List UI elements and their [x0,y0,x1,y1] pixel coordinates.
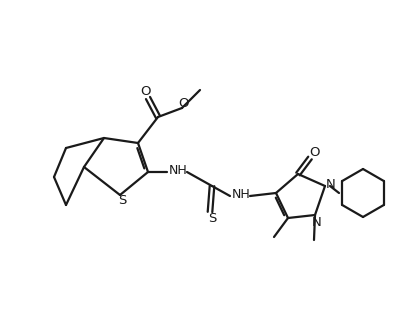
Text: S: S [207,212,216,225]
Text: N: N [311,215,321,228]
Text: NH: NH [231,188,250,202]
Text: N: N [325,179,335,192]
Text: S: S [117,194,126,207]
Text: O: O [309,147,319,160]
Text: O: O [178,98,189,110]
Text: NH: NH [168,165,187,178]
Text: O: O [140,86,151,99]
